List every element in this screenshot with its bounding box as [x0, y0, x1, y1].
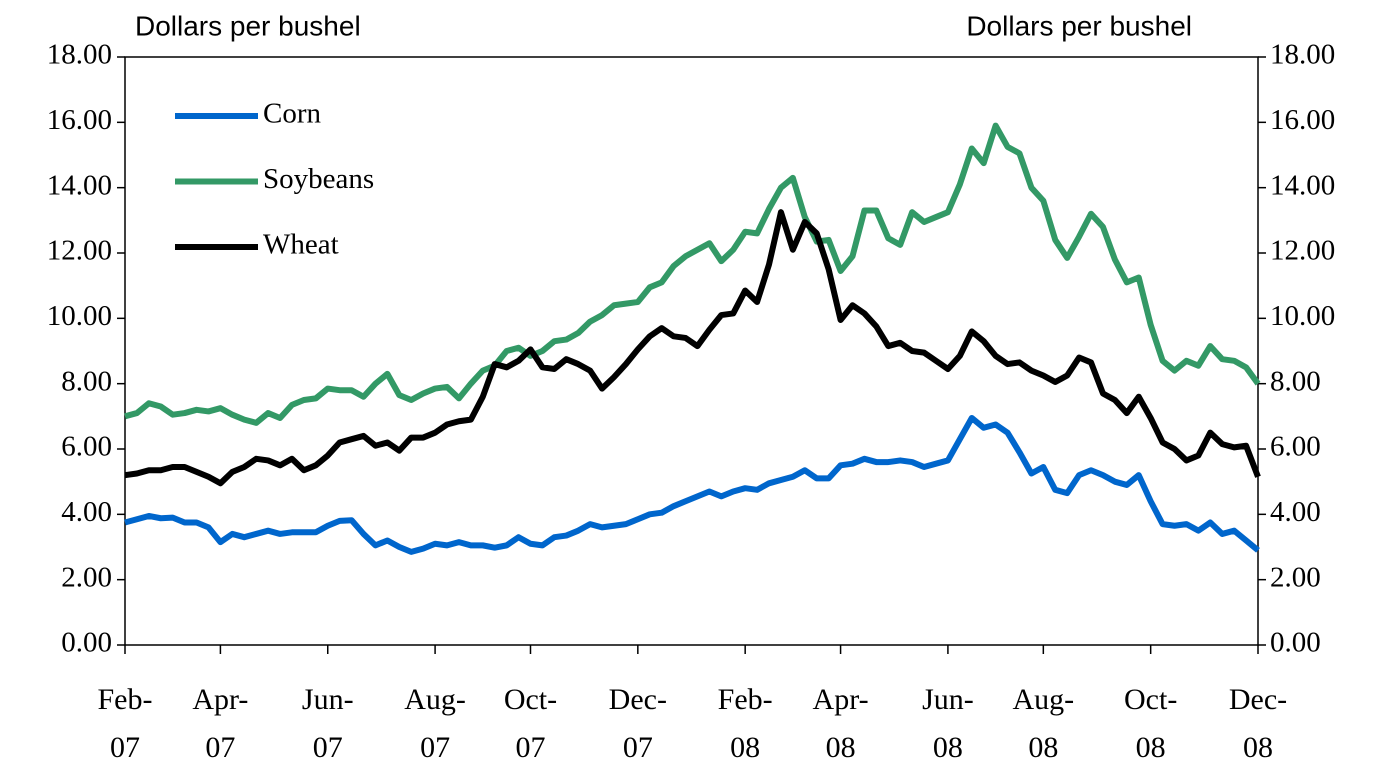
x-tick-label: Oct-07 [503, 683, 558, 764]
y-tick-label: 0.00 [61, 627, 112, 659]
y-tick-label: 12.00 [47, 235, 112, 267]
x-tick-label: Oct-08 [1124, 683, 1178, 764]
y2-tick-label: 2.00 [1270, 561, 1321, 593]
y2-tick-label: 16.00 [1270, 104, 1335, 136]
series-line [124, 414, 1260, 555]
y-tick-label: 4.00 [61, 496, 112, 528]
legend-label: Corn [263, 98, 322, 130]
y2-tick-label: 12.00 [1270, 235, 1335, 267]
y2-axis-title: Dollars per bushel [966, 10, 1192, 41]
x-tick-label: Jun-07 [301, 683, 354, 764]
x-tick-label: Feb-08 [717, 683, 773, 764]
y2-tick-label: 14.00 [1270, 169, 1335, 201]
y-tick-label: 10.00 [47, 300, 112, 332]
y-tick-label: 8.00 [61, 365, 112, 397]
y-tick-label: 16.00 [47, 104, 112, 136]
y-tick-label: 14.00 [47, 169, 112, 201]
y2-tick-label: 18.00 [1270, 39, 1335, 71]
legend-label: Wheat [263, 229, 339, 261]
y-axis-title: Dollars per bushel [135, 10, 361, 41]
y-tick-label: 18.00 [47, 39, 112, 71]
x-tick-label: Aug-07 [404, 683, 466, 764]
y2-tick-label: 10.00 [1270, 300, 1335, 332]
x-tick-label: Jun-08 [922, 683, 974, 764]
legend-label: Soybeans [263, 163, 374, 195]
x-tick-label: Apr-08 [812, 683, 869, 764]
y2-tick-label: 8.00 [1270, 365, 1321, 397]
x-tick-label: Aug-08 [1012, 683, 1075, 764]
y2-tick-label: 4.00 [1270, 496, 1321, 528]
x-tick-label: Dec-07 [608, 683, 667, 764]
plot-frame [124, 56, 1259, 646]
series-line [124, 122, 1261, 426]
series-line [124, 209, 1261, 487]
y-tick-label: 2.00 [61, 561, 112, 593]
x-tick-label: Apr-07 [192, 683, 249, 764]
y-tick-label: 6.00 [61, 431, 112, 463]
x-tick-label: Feb-07 [97, 683, 153, 764]
y2-tick-label: 6.00 [1270, 431, 1321, 463]
x-tick-label: Dec-08 [1228, 683, 1288, 764]
y2-tick-label: 0.00 [1270, 627, 1321, 659]
